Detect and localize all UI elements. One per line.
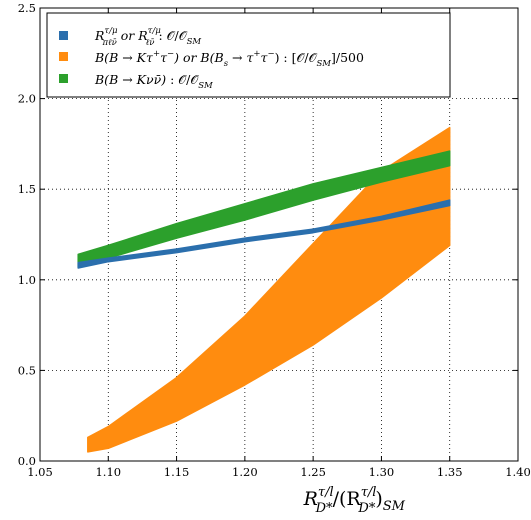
x-tick-label: 1.30 — [369, 465, 395, 479]
legend-box — [46, 12, 451, 98]
x-tick-label: 1.10 — [95, 465, 121, 479]
y-tick-label: 1.0 — [18, 273, 36, 287]
y-tick-label: 2.0 — [18, 92, 36, 106]
x-tick-label: 1.35 — [437, 465, 463, 479]
legend-swatch-b-knunu — [59, 74, 68, 83]
legend-swatch-b-ktautau — [59, 52, 68, 61]
series-band-2 — [77, 150, 451, 268]
legend-label-b-ktautau: B(B → Kτ+τ−) or B(Bs → τ+τ−) : [𝒪/𝒪SM]/5… — [94, 49, 364, 69]
legend-label-r-ratio: Rτ/μ πℓν̄ or Rτ/μ ℓν̄ : 𝒪/𝒪SM — [94, 26, 201, 48]
y-tick-label: 1.5 — [18, 182, 36, 196]
legend-label-b-knunu: B(B → Kνν̄) : 𝒪/𝒪SM — [94, 72, 213, 91]
x-tick-label: 1.05 — [27, 465, 53, 479]
x-tick-label: 1.25 — [300, 465, 326, 479]
axis-ticks: 1.05 1.10 1.15 1.20 1.25 1.30 1.35 1.40 0.0 0.5 1.… — [18, 1, 531, 479]
y-tick-label: 0.5 — [18, 363, 36, 377]
series-band-1 — [87, 126, 451, 453]
data-layer — [77, 126, 451, 453]
x-tick-label: 1.15 — [164, 465, 190, 479]
series-band-0 — [77, 199, 451, 269]
y-tick-label: 0.0 — [18, 454, 36, 468]
legend: Rτ/μ πℓν̄ or Rτ/μ ℓν̄ : 𝒪/𝒪SM B(B → Kτ+τ−)… — [46, 12, 451, 98]
x-tick-label: 1.20 — [232, 465, 258, 479]
x-axis-label: Rτ/l D*/(Rτ/l D*)SM — [303, 485, 406, 516]
x-tick-label: 1.40 — [505, 465, 531, 479]
y-tick-label: 2.5 — [18, 1, 36, 15]
legend-swatch-r-ratio — [59, 31, 68, 40]
plot-frame — [39, 7, 519, 462]
